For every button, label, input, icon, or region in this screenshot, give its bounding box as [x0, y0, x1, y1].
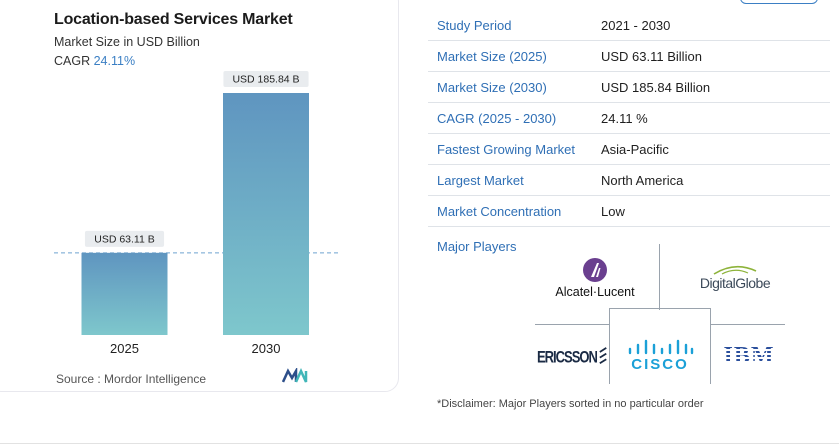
chart-title: Location-based Services Market	[54, 11, 293, 28]
divider	[710, 308, 711, 384]
footer-divider	[0, 443, 839, 444]
cagr-line: CAGR 24.11%	[54, 54, 135, 68]
x-tick-label: 2030	[252, 341, 281, 356]
table-row: CAGR (2025 - 2030) 24.11 %	[428, 103, 830, 134]
cisco-bars-icon	[628, 339, 694, 355]
cisco-logo: CISCO	[613, 334, 707, 378]
alcatel-lucent-icon	[583, 258, 607, 282]
chart-subtitle: Market Size in USD Billion	[54, 35, 200, 49]
divider	[659, 244, 660, 310]
alcatel-lucent-logo: Alcatel·Lucent	[545, 254, 645, 302]
row-label: Largest Market	[437, 172, 524, 188]
major-players-label: Major Players	[437, 239, 517, 254]
row-label: Market Size (2025)	[437, 48, 547, 64]
cisco-text: CISCO	[631, 356, 689, 373]
disclaimer-text: *Disclaimer: Major Players sorted in no …	[437, 398, 704, 410]
mordor-intelligence-logo-icon	[282, 368, 308, 383]
row-label: CAGR (2025 - 2030)	[437, 110, 557, 126]
top-partial-button[interactable]	[740, 0, 818, 4]
ericsson-icon	[599, 347, 607, 365]
row-value: North America	[601, 172, 684, 188]
market-snapshot-table: Study Period 2021 - 2030 Market Size (20…	[428, 10, 830, 227]
ericsson-text: ERICSSON	[537, 346, 598, 366]
divider	[710, 324, 785, 325]
table-row: Study Period 2021 - 2030	[428, 10, 830, 41]
data-label: USD 63.11 B	[94, 233, 155, 245]
row-value: 2021 - 2030	[601, 17, 671, 33]
row-value: USD 63.11 Billion	[601, 48, 702, 64]
cagr-value: 24.11%	[93, 54, 136, 68]
table-row: Largest Market North America	[428, 165, 830, 196]
digitalglobe-swoosh-icon	[713, 265, 757, 275]
bar-2025	[81, 252, 168, 335]
x-tick-label: 2025	[110, 341, 139, 356]
bar-2030	[223, 93, 309, 335]
table-row: Market Size (2030) USD 185.84 Billion	[428, 72, 830, 103]
data-label: USD 185.84 B	[232, 74, 299, 86]
row-label: Fastest Growing Market	[437, 141, 575, 157]
row-value: 24.11 %	[601, 110, 648, 126]
divider	[609, 308, 711, 309]
row-label: Market Size (2030)	[437, 79, 547, 95]
row-value: Asia-Pacific	[601, 141, 669, 157]
alcatel-lucent-text: Alcatel·Lucent	[555, 285, 635, 299]
digitalglobe-text: DigitalGlobe	[699, 275, 771, 291]
divider	[535, 324, 609, 325]
row-label: Study Period	[437, 17, 512, 33]
digitalglobe-logo: DigitalGlobe	[685, 258, 785, 298]
ibm-logo: IBM	[715, 338, 783, 374]
row-value: USD 185.84 Billion	[601, 79, 711, 95]
data-label-box	[223, 71, 309, 87]
row-value: Low	[601, 203, 625, 219]
ibm-text: IBM	[723, 342, 775, 369]
bar-chart: USD 63.11 B 2025 USD 185.84 B 2030	[54, 71, 340, 356]
major-players-grid: Alcatel·Lucent DigitalGlobe ERICSSON	[535, 244, 785, 384]
source-text: Source : Mordor Intelligence	[56, 372, 207, 386]
data-label-box	[84, 230, 165, 247]
divider	[609, 308, 610, 384]
table-row: Market Size (2025) USD 63.11 Billion	[428, 41, 830, 72]
table-row: Fastest Growing Market Asia-Pacific	[428, 134, 830, 165]
table-row: Market Concentration Low	[428, 196, 830, 227]
chart-card	[0, 0, 399, 392]
row-label: Market Concentration	[437, 203, 562, 219]
cagr-label: CAGR	[54, 54, 91, 68]
ericsson-logo: ERICSSON	[537, 336, 607, 376]
